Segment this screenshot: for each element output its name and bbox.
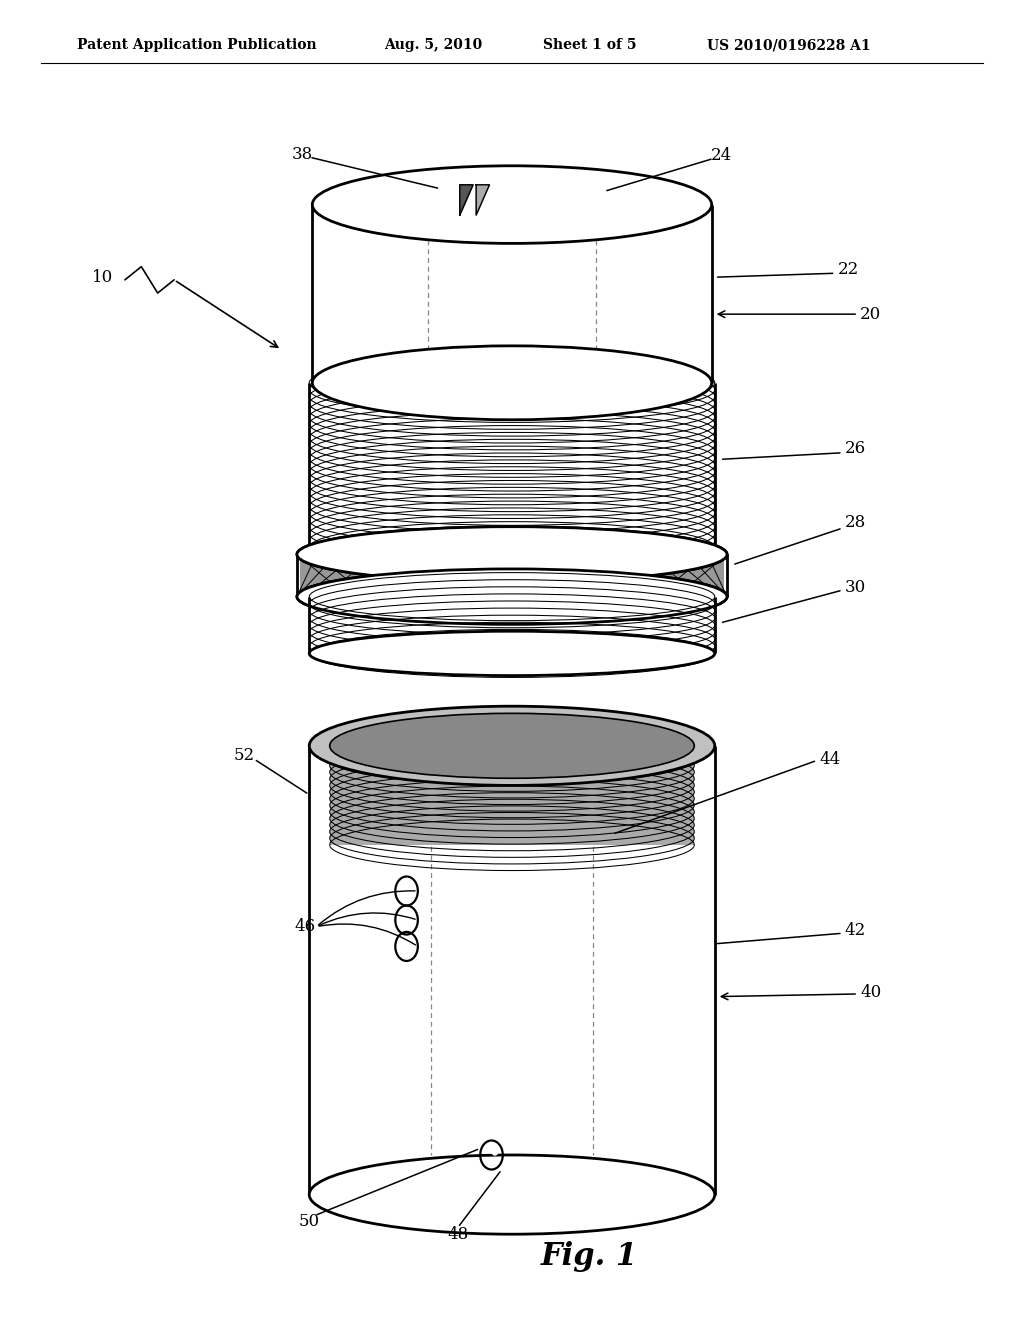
Ellipse shape xyxy=(309,1155,715,1234)
Text: Aug. 5, 2010: Aug. 5, 2010 xyxy=(384,38,482,53)
Text: 52: 52 xyxy=(233,747,254,763)
Ellipse shape xyxy=(297,569,727,624)
Bar xyxy=(300,556,724,595)
Polygon shape xyxy=(460,185,473,215)
Ellipse shape xyxy=(309,706,715,785)
Text: 38: 38 xyxy=(292,147,312,162)
Ellipse shape xyxy=(312,346,712,420)
Ellipse shape xyxy=(297,569,727,624)
Text: 44: 44 xyxy=(819,751,841,767)
Text: 50: 50 xyxy=(299,1213,319,1229)
Bar xyxy=(297,554,727,597)
Text: 42: 42 xyxy=(845,923,866,939)
Bar xyxy=(309,746,715,1195)
Text: Fig. 1: Fig. 1 xyxy=(541,1241,637,1272)
Ellipse shape xyxy=(297,527,727,582)
Text: 24: 24 xyxy=(712,148,732,164)
Circle shape xyxy=(406,882,414,892)
Ellipse shape xyxy=(297,527,727,582)
Bar xyxy=(309,597,715,653)
Ellipse shape xyxy=(309,631,715,676)
Text: 40: 40 xyxy=(860,985,882,1001)
Ellipse shape xyxy=(330,713,694,779)
Text: US 2010/0196228 A1: US 2010/0196228 A1 xyxy=(707,38,870,53)
Text: 28: 28 xyxy=(845,515,866,531)
Bar xyxy=(309,383,715,554)
Text: 20: 20 xyxy=(860,306,882,322)
Text: 22: 22 xyxy=(838,261,859,277)
Polygon shape xyxy=(476,185,489,215)
Text: 10: 10 xyxy=(92,269,113,285)
Ellipse shape xyxy=(312,166,712,243)
Text: Sheet 1 of 5: Sheet 1 of 5 xyxy=(543,38,636,53)
Circle shape xyxy=(406,911,414,921)
Circle shape xyxy=(406,937,414,948)
Text: Patent Application Publication: Patent Application Publication xyxy=(77,38,316,53)
Text: 48: 48 xyxy=(447,1226,468,1242)
Text: 26: 26 xyxy=(845,441,866,457)
Bar xyxy=(330,746,694,845)
Circle shape xyxy=(490,1146,499,1156)
Text: 46: 46 xyxy=(295,919,315,935)
Text: 30: 30 xyxy=(845,579,866,595)
